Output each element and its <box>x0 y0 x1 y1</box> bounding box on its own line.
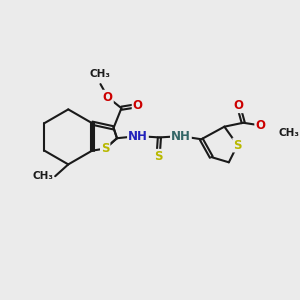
Text: O: O <box>233 99 244 112</box>
Text: CH₃: CH₃ <box>279 128 300 138</box>
Text: NH: NH <box>128 130 148 142</box>
Text: S: S <box>101 142 110 155</box>
Text: S: S <box>154 150 162 163</box>
Text: NH: NH <box>171 130 191 142</box>
Text: O: O <box>103 91 113 104</box>
Text: O: O <box>255 119 265 132</box>
Text: CH₃: CH₃ <box>90 69 111 80</box>
Text: CH₃: CH₃ <box>33 171 54 181</box>
Text: S: S <box>233 139 242 152</box>
Text: O: O <box>133 99 143 112</box>
